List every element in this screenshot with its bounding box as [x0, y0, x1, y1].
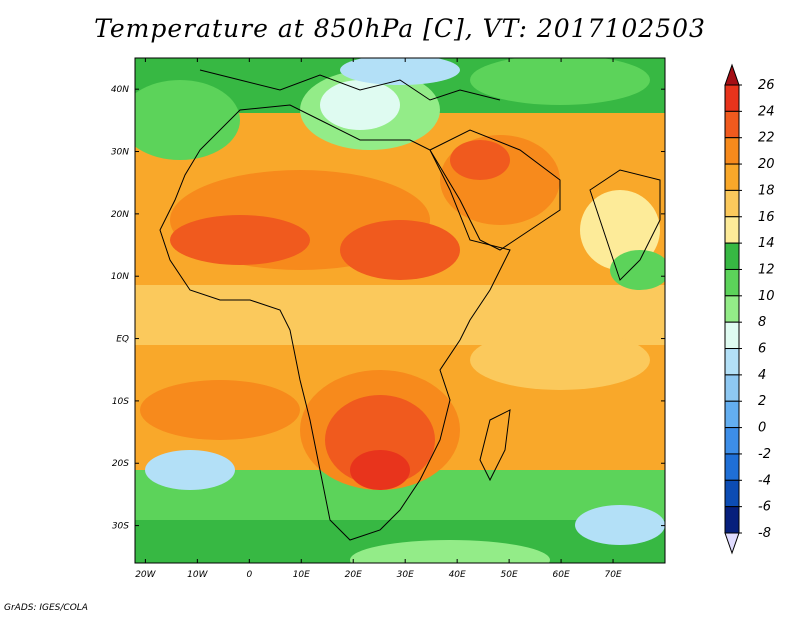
lat-label: 20N	[111, 210, 129, 220]
colorbar-segment	[724, 268, 740, 297]
colorbar-segment	[724, 189, 740, 218]
colorbar-label: 14	[758, 236, 775, 251]
map-title: Temperature at 850hPa [C], VT: 201710250…	[94, 14, 706, 43]
lon-label: 40E	[449, 570, 466, 580]
lon-label: 60E	[553, 570, 570, 580]
colorbar-label: 2	[758, 394, 766, 409]
lon-label: 20W	[135, 570, 156, 580]
europe-coastline	[199, 69, 501, 101]
colorbar-segment	[724, 374, 740, 402]
lat-label: 40N	[111, 85, 129, 95]
colorbar-label: 12	[758, 262, 775, 277]
colorbar-label: 6	[758, 342, 766, 357]
colorbar-bottom-arrow	[724, 532, 740, 555]
lat-label: 10S	[112, 397, 129, 407]
lon-label: 30E	[397, 570, 414, 580]
colorbar-segment	[724, 321, 740, 350]
colorbar-segment	[724, 479, 740, 508]
colorbar-label: -2	[758, 447, 771, 462]
colorbar-label: -4	[758, 473, 771, 488]
colorbar-segment	[724, 453, 740, 481]
lat-label: 30S	[112, 522, 129, 532]
africa-coastline	[159, 104, 511, 541]
colorbar-segment	[724, 163, 740, 191]
lon-label: 10W	[187, 570, 208, 580]
lat-label: 10N	[111, 272, 129, 282]
lon-label: 20E	[345, 570, 362, 580]
latitude-labels: 40N 30N 20N 10N EQ 10S 20S 30S	[111, 85, 665, 532]
lon-label: 50E	[501, 570, 518, 580]
colorbar-label: 24	[758, 104, 775, 119]
lat-label: 20S	[112, 459, 129, 469]
colorbar-segment	[724, 506, 740, 534]
lon-label: 70E	[604, 570, 621, 580]
lon-label: 10E	[293, 570, 310, 580]
plot-frame	[134, 57, 666, 564]
colorbar-top-arrow	[724, 63, 740, 86]
colorbar-segment	[724, 110, 740, 139]
india-coastline	[589, 169, 661, 281]
colorbar-segment	[724, 216, 740, 244]
colorbar-segment	[724, 427, 740, 455]
arabia-coastline	[429, 129, 561, 251]
colorbar-label: 20	[758, 157, 775, 172]
colorbar-label: 18	[758, 183, 775, 198]
colorbar-segment	[724, 84, 740, 112]
colorbar-label: 10	[758, 289, 775, 304]
colorbar-label: 22	[758, 131, 775, 146]
lon-label: 0	[246, 570, 252, 580]
colorbar-segment	[724, 348, 740, 376]
colorbar-label: -6	[758, 500, 771, 515]
colorbar-segment	[724, 242, 740, 270]
colorbar-label: 16	[758, 210, 775, 225]
footer-credit: GrADS: IGES/COLA	[4, 603, 88, 613]
colorbar-label: 0	[758, 421, 766, 436]
colorbar-label: -8	[758, 526, 771, 541]
colorbar-label: 26	[758, 78, 775, 93]
colorbar-label: 4	[758, 368, 766, 383]
temperature-field	[135, 58, 665, 563]
colorbar-segment	[724, 137, 740, 165]
colorbar-segment	[724, 400, 740, 429]
madagascar-coastline	[479, 409, 511, 482]
colorbar-label: 8	[758, 315, 766, 330]
lat-label: EQ	[116, 335, 129, 345]
lat-label: 30N	[111, 148, 129, 158]
longitude-labels: 20W 10W 0 10E 20E 30E 40E 50E 60E 70E	[135, 58, 622, 580]
colorbar-segment	[724, 295, 740, 323]
